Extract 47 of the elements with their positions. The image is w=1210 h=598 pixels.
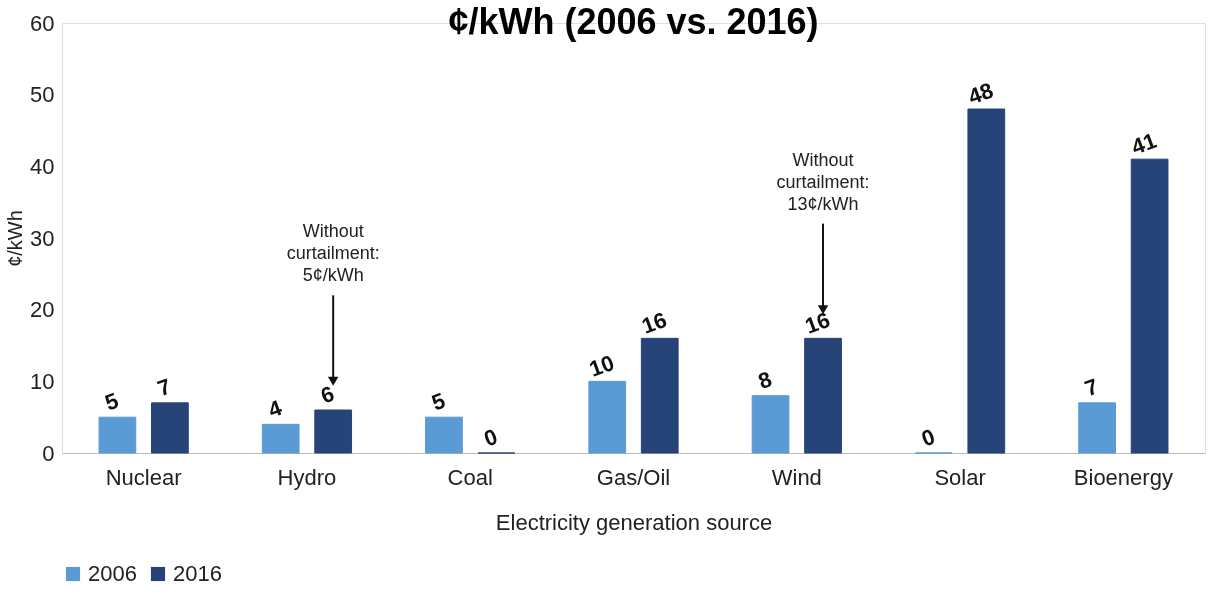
x-tick-label: Nuclear [105, 464, 182, 490]
data-label: 5 [101, 387, 122, 416]
x-axis-title: Electricity generation source [495, 509, 773, 535]
x-tick-label: Hydro [277, 464, 337, 490]
x-tick-label: Coal [447, 464, 493, 490]
bar [640, 337, 679, 454]
data-label: 7 [1081, 373, 1102, 402]
bar [425, 416, 463, 454]
bar [98, 416, 137, 454]
data-label: 7 [154, 373, 175, 402]
data-label: 4 [265, 394, 286, 423]
bar [1130, 158, 1169, 454]
y-tick-label: 10 [30, 368, 55, 394]
data-label: 10 [585, 349, 618, 382]
data-label: 0 [480, 423, 501, 452]
data-label: 48 [964, 77, 997, 110]
bar [261, 423, 300, 454]
bar [314, 409, 353, 454]
data-label: 6 [317, 380, 338, 409]
x-tick-label: Gas/Oil [596, 464, 671, 490]
data-label: 0 [918, 423, 939, 452]
bar [967, 108, 1006, 454]
bar [1078, 402, 1116, 454]
y-tick-label: 50 [30, 82, 55, 108]
annotation: Without curtailment: 5¢/kWh [286, 221, 380, 286]
chart-title: ¢/kWh (2006 vs. 2016) [448, 1, 819, 42]
annotation: Without curtailment: 13¢/kWh [776, 149, 870, 214]
data-label: 41 [1128, 127, 1160, 160]
bar [588, 380, 627, 454]
data-label: 8 [754, 366, 775, 394]
y-axis-title: ¢/kWh [4, 210, 27, 267]
bar [804, 337, 842, 454]
legend-label: 2016 [173, 561, 222, 586]
y-tick-label: 20 [30, 297, 55, 323]
bar [751, 395, 790, 454]
data-label: 5 [428, 387, 449, 416]
data-label: 16 [638, 306, 670, 339]
bar [151, 402, 189, 454]
y-tick-label: 30 [30, 225, 55, 251]
x-tick-label: Wind [771, 464, 822, 490]
y-tick-label: 40 [30, 153, 55, 179]
y-tick-label: 60 [30, 10, 55, 36]
data-label: 16 [801, 306, 834, 339]
x-tick-label: Solar [934, 464, 986, 490]
x-tick-label: Bioenergy [1073, 464, 1173, 490]
legend-label: 2006 [88, 561, 137, 586]
y-tick-label: 0 [42, 440, 55, 466]
